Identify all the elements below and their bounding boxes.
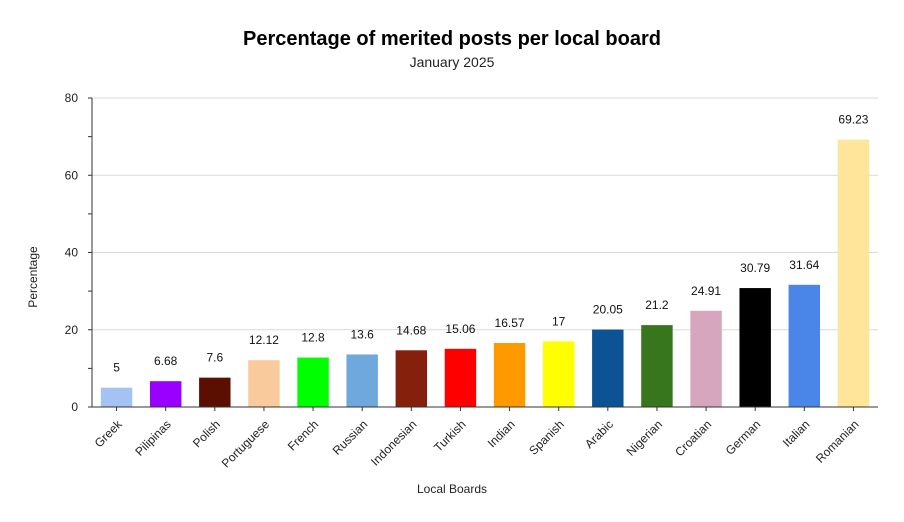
bars <box>100 139 870 407</box>
bar-french <box>297 357 329 407</box>
bar-turkish <box>444 348 477 407</box>
data-label-italian: 31.64 <box>789 258 819 272</box>
x-tick-label-indian: Indian <box>485 417 518 450</box>
x-tick-label-polish: Polish <box>190 417 223 450</box>
chart-title: Percentage of merited posts per local bo… <box>243 28 661 50</box>
x-tick-label-german: German <box>723 417 764 458</box>
bar-german <box>739 288 771 407</box>
bar-arabic <box>592 329 624 407</box>
data-label-indonesian: 14.68 <box>396 323 426 337</box>
data-label-french: 12.8 <box>301 331 325 345</box>
x-tick-label-portuguese: Portuguese <box>219 417 273 471</box>
data-label-german: 30.79 <box>740 261 770 275</box>
bar-polish <box>199 377 231 407</box>
data-label-russian: 13.6 <box>351 327 375 341</box>
x-tick-label-indonesian: Indonesian <box>368 417 419 468</box>
bar-romanian <box>837 139 870 407</box>
bar-russian <box>346 354 378 407</box>
bar-croatian <box>690 310 722 407</box>
x-axis-label: Local Boards <box>417 482 487 496</box>
x-tick-label-greek: Greek <box>92 417 126 451</box>
x-tick-label-italian: Italian <box>780 417 813 450</box>
data-label-nigerian: 21.2 <box>645 298 669 312</box>
y-tick-label: 20 <box>65 323 79 337</box>
chart-subtitle: January 2025 <box>410 54 495 70</box>
y-tick-label: 0 <box>71 400 78 414</box>
y-tick-label: 80 <box>65 91 79 105</box>
bar-nigerian <box>641 325 673 407</box>
y-tick-label: 40 <box>65 246 79 260</box>
y-axis-label: Percentage <box>26 246 40 308</box>
data-label-pilipinas: 6.68 <box>154 354 178 368</box>
bar-indian <box>493 342 526 407</box>
data-label-croatian: 24.91 <box>691 284 721 298</box>
data-label-arabic: 20.05 <box>593 303 623 317</box>
x-tick-label-pilipinas: Pilipinas <box>132 417 174 459</box>
data-label-spanish: 17 <box>552 314 566 328</box>
x-tick-label-nigerian: Nigerian <box>624 417 666 459</box>
data-label-portuguese: 12.12 <box>249 333 279 347</box>
data-label-turkish: 15.06 <box>445 322 475 336</box>
bar-portuguese <box>248 360 280 407</box>
bar-pilipinas <box>149 381 182 407</box>
bar-greek <box>100 387 133 407</box>
x-tick-label-spanish: Spanish <box>526 417 567 458</box>
data-labels: 5 6.68 7.6 12.12 12.8 13.6 14.68 15.06 16.57 17 20… <box>113 113 869 375</box>
data-label-greek: 5 <box>113 361 120 375</box>
bar-spanish <box>542 341 575 407</box>
x-tick-label-arabic: Arabic <box>582 417 616 451</box>
x-tick-label-croatian: Croatian <box>672 417 714 459</box>
bar-italian <box>788 284 821 407</box>
y-tick-label: 60 <box>65 168 79 182</box>
data-label-indian: 16.57 <box>495 316 525 330</box>
x-tick-label-romanian: Romanian <box>813 417 862 466</box>
data-label-romanian: 69.23 <box>838 113 868 127</box>
bar-indonesian <box>395 350 428 407</box>
x-tick-label-french: French <box>285 417 321 453</box>
x-tick-label-turkish: Turkish <box>431 417 468 454</box>
x-tick-label-russian: Russian <box>330 417 371 458</box>
data-label-polish: 7.6 <box>206 351 223 365</box>
